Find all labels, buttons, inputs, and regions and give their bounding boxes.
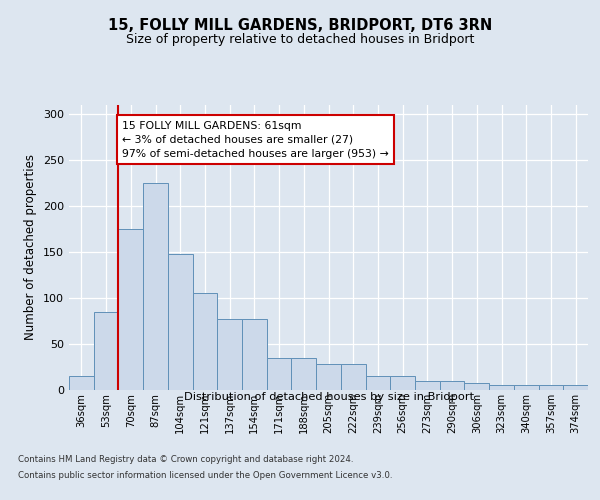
Bar (143, 183, 168, 390)
Bar (390, 376, 415, 390)
Text: Size of property relative to detached houses in Bridport: Size of property relative to detached ho… (126, 32, 474, 46)
Bar (514, 386, 539, 390)
Bar (69, 376, 94, 390)
Text: 15 FOLLY MILL GARDENS: 61sqm
← 3% of detached houses are smaller (27)
97% of sem: 15 FOLLY MILL GARDENS: 61sqm ← 3% of det… (122, 120, 389, 158)
Bar (168, 254, 193, 390)
Bar (292, 358, 316, 390)
Bar (118, 229, 143, 390)
Bar (341, 364, 365, 390)
Bar (464, 382, 489, 390)
Bar (539, 386, 563, 390)
Text: Contains HM Land Registry data © Crown copyright and database right 2024.: Contains HM Land Registry data © Crown c… (18, 456, 353, 464)
Bar (489, 386, 514, 390)
Bar (217, 319, 242, 390)
Bar (94, 312, 118, 390)
Text: Contains public sector information licensed under the Open Government Licence v3: Contains public sector information licen… (18, 470, 392, 480)
Bar (267, 358, 292, 390)
Bar (193, 294, 217, 390)
Bar (440, 381, 464, 390)
Bar (316, 364, 341, 390)
Text: Distribution of detached houses by size in Bridport: Distribution of detached houses by size … (184, 392, 474, 402)
Text: 15, FOLLY MILL GARDENS, BRIDPORT, DT6 3RN: 15, FOLLY MILL GARDENS, BRIDPORT, DT6 3R… (108, 18, 492, 32)
Bar (563, 386, 588, 390)
Bar (415, 381, 440, 390)
Bar (242, 319, 267, 390)
Bar (365, 376, 390, 390)
Y-axis label: Number of detached properties: Number of detached properties (25, 154, 37, 340)
